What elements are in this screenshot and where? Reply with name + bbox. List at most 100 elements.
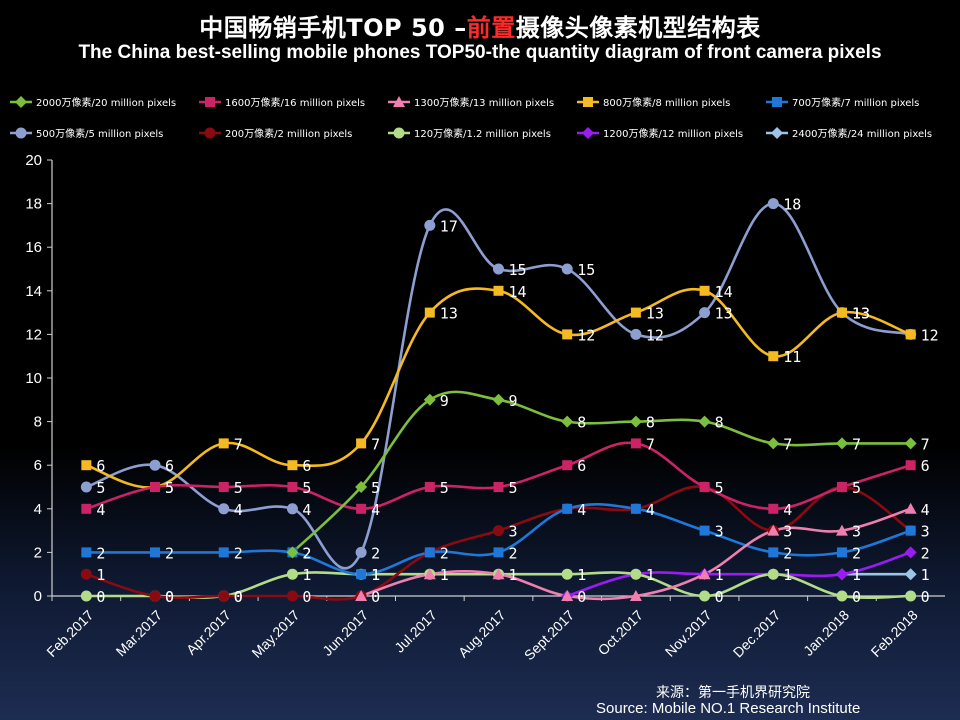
data-point-800-8-million-pixels: [836, 307, 847, 318]
data-point-2000-20-million-pixels: [423, 393, 436, 406]
data-label-800-8-million-pixels: 7: [234, 435, 243, 453]
data-point-700-7-million-pixels: [562, 503, 573, 514]
data-point-1600-16-million-pixels: [562, 460, 573, 471]
data-point-700-7-million-pixels: [150, 547, 161, 558]
legend-label: 1600万像素/16 million pixels: [225, 96, 365, 109]
data-label-700-7-million-pixels: 2: [234, 544, 243, 562]
data-label-1600-16-million-pixels: 5: [852, 479, 861, 497]
data-point-1600-16-million-pixels: [150, 482, 161, 492]
data-label-200-2-million-pixels: 0: [165, 588, 174, 606]
legend-item-1300-13-million-pixels: 1300万像素/13 million pixels: [388, 96, 554, 109]
x-tick-label: Feb.2018: [868, 607, 921, 660]
chart-title-en: The China best-selling mobile phones TOP…: [78, 42, 882, 63]
data-point-800-8-million-pixels: [218, 438, 229, 449]
data-point-800-8-million-pixels: [562, 329, 573, 340]
data-point-120-1-2-million-pixels: [767, 568, 779, 580]
data-point-1300-13-million-pixels: [423, 568, 436, 580]
data-label-2000-20-million-pixels: 9: [440, 392, 449, 410]
data-point-200-2-million-pixels: [218, 590, 230, 602]
x-tick-label: Aug.2017: [455, 607, 509, 661]
data-point-1600-16-million-pixels: [836, 482, 847, 492]
data-label-120-1-2-million-pixels: 1: [509, 566, 518, 584]
data-label-500-5-million-pixels: 17: [440, 217, 458, 235]
data-label-700-7-million-pixels: 2: [96, 544, 105, 562]
data-label-1600-16-million-pixels: 6: [921, 457, 930, 475]
data-point-1600-16-million-pixels: [424, 482, 435, 492]
data-point-800-8-million-pixels: [287, 460, 298, 471]
data-point-1200-12-million-pixels: [835, 568, 848, 581]
data-label-120-1-2-million-pixels: 0: [96, 588, 105, 606]
data-label-800-8-million-pixels: 7: [371, 435, 380, 453]
data-point-200-2-million-pixels: [493, 525, 504, 537]
data-label-2000-20-million-pixels: 7: [852, 435, 861, 453]
data-label-700-7-million-pixels: 1: [371, 566, 380, 584]
title-cn-highlight: 前置: [466, 14, 516, 42]
x-tick-label: Oct.2017: [595, 607, 647, 659]
data-label-2000-20-million-pixels: 9: [509, 392, 518, 410]
data-point-1600-16-million-pixels: [768, 503, 779, 514]
data-point-800-8-million-pixels: [356, 438, 367, 449]
data-point-500-5-million-pixels: [767, 198, 779, 210]
data-label-120-1-2-million-pixels: 1: [783, 566, 792, 584]
data-label-800-8-million-pixels: 6: [302, 457, 311, 475]
data-point-500-5-million-pixels: [149, 459, 161, 471]
source-cn: 来源：第一手机界研究院: [656, 685, 810, 701]
data-point-500-5-million-pixels: [355, 546, 367, 558]
x-tick-label: Sept.2017: [521, 607, 578, 664]
data-label-120-1-2-million-pixels: 1: [302, 566, 311, 584]
data-point-800-8-million-pixels: [424, 307, 435, 318]
data-label-700-7-million-pixels: 4: [577, 501, 586, 519]
y-tick-label: 14: [25, 283, 42, 300]
data-point-120-1-2-million-pixels: [561, 568, 573, 580]
legend-swatch-marker: [205, 97, 215, 107]
legend-item-800-8-million-pixels: 800万像素/8 million pixels: [577, 96, 730, 109]
legend-item-1200-12-million-pixels: 1200万像素/12 million pixels: [577, 127, 743, 140]
x-tick-label: Feb.2017: [43, 607, 96, 660]
data-point-500-5-million-pixels: [424, 219, 436, 231]
legend-item-2400-24-million-pixels: 2400万像素/24 million pixels: [766, 127, 932, 140]
data-label-1600-16-million-pixels: 4: [783, 501, 792, 519]
data-label-700-7-million-pixels: 2: [440, 544, 449, 562]
legend-label: 700万像素/7 million pixels: [792, 96, 919, 109]
data-point-500-5-million-pixels: [80, 481, 92, 493]
data-label-800-8-million-pixels: 14: [509, 283, 527, 301]
data-label-500-5-million-pixels: 4: [234, 501, 243, 519]
data-point-1600-16-million-pixels: [287, 482, 298, 492]
data-label-1600-16-million-pixels: 5: [440, 479, 449, 497]
x-tick-label: Jun.2017: [319, 607, 371, 659]
data-point-1300-13-million-pixels: [904, 502, 917, 514]
data-label-1300-13-million-pixels: 3: [852, 523, 861, 541]
series-line-2000-20-million-pixels: [291, 390, 912, 554]
data-label-1600-16-million-pixels: 5: [302, 479, 311, 497]
series-markers: [80, 198, 917, 602]
data-label-1600-16-million-pixels: 7: [646, 435, 655, 453]
legend-swatch-marker: [583, 97, 593, 107]
data-point-120-1-2-million-pixels: [699, 590, 711, 602]
data-point-700-7-million-pixels: [424, 547, 435, 558]
legend-label: 1300万像素/13 million pixels: [414, 96, 554, 109]
data-label-120-1-2-million-pixels: 1: [440, 566, 449, 584]
data-point-800-8-million-pixels: [768, 351, 779, 362]
data-point-2000-20-million-pixels: [698, 415, 711, 428]
data-point-2000-20-million-pixels: [492, 393, 505, 406]
data-label-500-5-million-pixels: 2: [371, 544, 380, 562]
data-point-1600-16-million-pixels: [356, 503, 367, 514]
data-label-120-1-2-million-pixels: 0: [852, 588, 861, 606]
legend-item-200-2-million-pixels: 200万像素/2 million pixels: [199, 127, 352, 140]
data-label-700-7-million-pixels: 2: [783, 544, 792, 562]
data-label-2000-20-million-pixels: 7: [921, 435, 930, 453]
data-point-1600-16-million-pixels: [699, 482, 710, 492]
data-label-200-2-million-pixels: 0: [302, 588, 311, 606]
data-label-500-5-million-pixels: 12: [646, 326, 664, 344]
data-label-500-5-million-pixels: 5: [96, 479, 105, 497]
data-point-2000-20-million-pixels: [835, 437, 848, 450]
data-label-120-1-2-million-pixels: 1: [646, 566, 655, 584]
data-label-1600-16-million-pixels: 5: [509, 479, 518, 497]
legend-item-1600-16-million-pixels: 1600万像素/16 million pixels: [199, 96, 365, 109]
legend-item-2000-20-million-pixels: 2000万像素/20 million pixels: [10, 96, 176, 109]
y-tick-label: 6: [34, 457, 42, 474]
data-label-120-1-2-million-pixels: 0: [921, 588, 930, 606]
y-tick-label: 12: [25, 326, 42, 343]
data-label-1200-12-million-pixels: 2: [921, 544, 930, 562]
x-tick-label: Mar.2017: [113, 607, 166, 660]
